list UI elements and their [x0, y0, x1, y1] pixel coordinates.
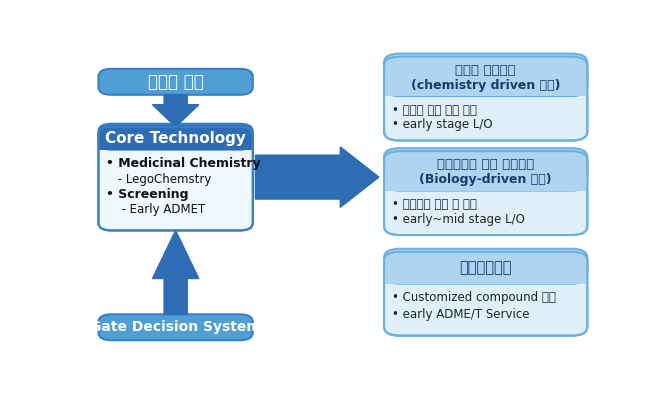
Text: (chemistry driven 과제): (chemistry driven 과제): [411, 78, 560, 91]
FancyBboxPatch shape: [98, 124, 253, 150]
Text: 공동연구를 통한 신약개발: 공동연구를 통한 신약개발: [437, 158, 535, 171]
Text: • early ADME/T Service: • early ADME/T Service: [392, 308, 529, 321]
Text: - LegoChemstry: - LegoChemstry: [114, 173, 211, 185]
Text: 연구용역사업: 연구용역사업: [459, 260, 512, 275]
FancyBboxPatch shape: [384, 53, 588, 96]
Bar: [384, 76, 588, 96]
Text: 독자적 신약개발: 독자적 신약개발: [456, 64, 516, 77]
Text: • 신약후보 발굴 및 개발: • 신약후보 발굴 및 개발: [392, 198, 477, 211]
FancyBboxPatch shape: [384, 151, 588, 235]
Text: (Biology-driven 과제): (Biology-driven 과제): [420, 173, 552, 186]
Text: 전략적 제휴: 전략적 제휴: [148, 73, 203, 91]
FancyBboxPatch shape: [98, 127, 253, 230]
FancyBboxPatch shape: [384, 148, 588, 190]
Bar: [384, 268, 588, 284]
Text: • early~mid stage L/O: • early~mid stage L/O: [392, 213, 525, 225]
Text: • Medicinal Chemistry: • Medicinal Chemistry: [106, 157, 261, 170]
Text: • 독자적 신약 후보 발굴: • 독자적 신약 후보 발굴: [392, 104, 477, 117]
Text: Gate Decision System: Gate Decision System: [90, 320, 261, 334]
Polygon shape: [256, 147, 379, 207]
FancyBboxPatch shape: [384, 249, 588, 284]
Bar: [384, 171, 588, 190]
Text: • Screening: • Screening: [106, 188, 189, 201]
FancyBboxPatch shape: [98, 69, 253, 95]
FancyBboxPatch shape: [384, 252, 588, 336]
Bar: [98, 138, 253, 150]
FancyBboxPatch shape: [384, 57, 588, 141]
Polygon shape: [153, 95, 199, 127]
FancyBboxPatch shape: [98, 314, 253, 340]
Text: - Early ADMET: - Early ADMET: [114, 203, 205, 216]
Text: • early stage L/O: • early stage L/O: [392, 118, 493, 131]
Text: • Customized compound 합성: • Customized compound 합성: [392, 291, 556, 304]
Text: Core Technology: Core Technology: [105, 131, 246, 146]
Polygon shape: [153, 230, 199, 314]
